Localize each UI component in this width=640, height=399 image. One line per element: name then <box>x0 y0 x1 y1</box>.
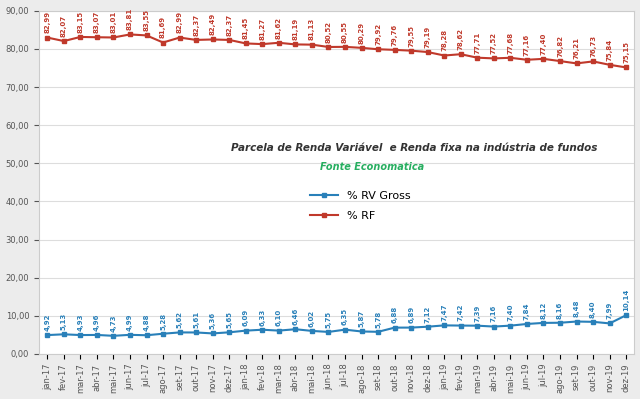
Text: 81,13: 81,13 <box>309 18 315 40</box>
Text: 82,37: 82,37 <box>226 14 232 36</box>
Text: 79,19: 79,19 <box>425 26 431 48</box>
Text: 82,07: 82,07 <box>61 15 67 37</box>
Text: 6,35: 6,35 <box>342 308 348 326</box>
Text: 6,46: 6,46 <box>292 308 298 325</box>
Text: 83,15: 83,15 <box>77 11 83 33</box>
Text: 4,96: 4,96 <box>94 313 100 331</box>
Text: 80,52: 80,52 <box>326 21 332 43</box>
Text: 6,02: 6,02 <box>309 310 315 327</box>
Text: 79,92: 79,92 <box>375 23 381 45</box>
Text: 80,29: 80,29 <box>358 22 365 43</box>
Text: 5,87: 5,87 <box>358 310 365 327</box>
Text: 76,73: 76,73 <box>590 35 596 57</box>
Text: 4,99: 4,99 <box>127 313 133 331</box>
Text: 77,40: 77,40 <box>540 32 547 55</box>
Text: 8,16: 8,16 <box>557 301 563 318</box>
Text: 77,71: 77,71 <box>474 31 481 53</box>
Text: 7,99: 7,99 <box>607 302 612 319</box>
Text: 7,42: 7,42 <box>458 304 464 322</box>
Text: Fonte Economatica: Fonte Economatica <box>321 162 424 172</box>
Text: 79,76: 79,76 <box>392 24 397 46</box>
Text: 80,55: 80,55 <box>342 21 348 43</box>
Text: 5,75: 5,75 <box>326 311 332 328</box>
Text: 4,93: 4,93 <box>77 313 83 331</box>
Text: 83,07: 83,07 <box>94 11 100 33</box>
Text: 79,55: 79,55 <box>408 24 414 47</box>
Text: 8,40: 8,40 <box>590 300 596 318</box>
Text: 4,92: 4,92 <box>44 314 51 331</box>
Text: 5,65: 5,65 <box>226 311 232 328</box>
Text: 10,14: 10,14 <box>623 288 629 311</box>
Text: 6,88: 6,88 <box>392 306 397 324</box>
Text: 7,84: 7,84 <box>524 302 530 320</box>
Legend: % RV Gross, % RF: % RV Gross, % RF <box>306 187 415 226</box>
Text: 5,36: 5,36 <box>210 312 216 329</box>
Text: 5,61: 5,61 <box>193 311 199 328</box>
Text: 81,45: 81,45 <box>243 17 249 39</box>
Text: 81,69: 81,69 <box>160 16 166 38</box>
Text: 78,62: 78,62 <box>458 28 464 50</box>
Text: Parcela de Renda Variável  e Renda fixa na indústria de fundos: Parcela de Renda Variável e Renda fixa n… <box>231 143 597 153</box>
Text: 75,15: 75,15 <box>623 41 629 63</box>
Text: 77,68: 77,68 <box>508 32 513 53</box>
Text: 81,62: 81,62 <box>276 17 282 39</box>
Text: 4,88: 4,88 <box>143 314 150 331</box>
Text: 76,21: 76,21 <box>573 37 580 59</box>
Text: 6,10: 6,10 <box>276 309 282 326</box>
Text: 7,39: 7,39 <box>474 304 481 322</box>
Text: 83,01: 83,01 <box>111 11 116 33</box>
Text: 7,40: 7,40 <box>508 304 513 322</box>
Text: 5,13: 5,13 <box>61 313 67 330</box>
Text: 82,49: 82,49 <box>210 13 216 35</box>
Text: 7,47: 7,47 <box>441 304 447 321</box>
Text: 82,99: 82,99 <box>177 11 182 34</box>
Text: 6,33: 6,33 <box>259 308 266 326</box>
Text: 81,27: 81,27 <box>259 18 266 40</box>
Text: 82,99: 82,99 <box>44 11 51 34</box>
Text: 6,09: 6,09 <box>243 309 249 326</box>
Text: 75,84: 75,84 <box>607 38 612 61</box>
Text: 8,12: 8,12 <box>540 302 547 319</box>
Text: 77,16: 77,16 <box>524 34 530 55</box>
Text: 8,48: 8,48 <box>573 300 580 317</box>
Text: 4,73: 4,73 <box>111 314 116 332</box>
Text: 82,37: 82,37 <box>193 14 199 36</box>
Text: 78,28: 78,28 <box>441 29 447 51</box>
Text: 83,55: 83,55 <box>143 9 150 31</box>
Text: 7,12: 7,12 <box>425 305 431 322</box>
Text: 6,89: 6,89 <box>408 306 414 324</box>
Text: 76,82: 76,82 <box>557 35 563 57</box>
Text: 81,19: 81,19 <box>292 18 298 40</box>
Text: 83,81: 83,81 <box>127 8 133 30</box>
Text: 77,52: 77,52 <box>491 32 497 54</box>
Text: 7,16: 7,16 <box>491 305 497 322</box>
Text: 5,78: 5,78 <box>375 310 381 328</box>
Text: 5,62: 5,62 <box>177 311 182 328</box>
Text: 5,28: 5,28 <box>160 312 166 330</box>
